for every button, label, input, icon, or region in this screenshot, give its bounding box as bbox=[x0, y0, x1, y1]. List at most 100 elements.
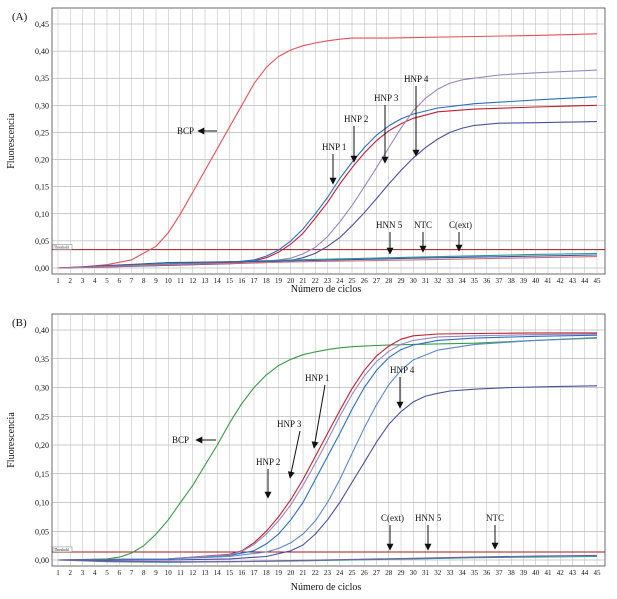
x-tick-label: 35 bbox=[471, 569, 479, 577]
y-tick-label: 0,35 bbox=[35, 355, 49, 364]
annotation-arrow bbox=[287, 430, 301, 479]
y-axis-label-a: Fluorescencia bbox=[6, 113, 17, 169]
x-tick-label: 44 bbox=[581, 277, 589, 285]
x-axis-label-a: Número de ciclos bbox=[291, 284, 362, 295]
x-tick-label: 39 bbox=[520, 569, 528, 577]
plot-frame-b bbox=[51, 313, 606, 567]
series-line-hnp-3 bbox=[57, 333, 598, 561]
x-tick-label: 15 bbox=[226, 569, 234, 577]
series-group-b bbox=[57, 332, 598, 563]
y-tick-label: 0,10 bbox=[35, 210, 49, 219]
series-line-ntc bbox=[57, 254, 598, 269]
x-tick-label: 43 bbox=[569, 569, 577, 577]
x-tick-label: 40 bbox=[532, 277, 540, 285]
annotation-label: NTC bbox=[486, 513, 504, 523]
panel-label-a: (A) bbox=[12, 11, 28, 23]
x-tick-label: 26 bbox=[361, 277, 369, 285]
y-axis-label-b: Fluorescencia bbox=[6, 412, 17, 468]
x-tick-labels-a: 1 2 3 4 5 6 7 8 9 10 11 12 13 14 15 16 17 18 19 20 21 22 23 24 2… bbox=[56, 277, 601, 285]
panel-b: (B) 0,00 0,05 0,10 0,15 0,20 0,25 0,30 0,35 0,40… bbox=[6, 313, 606, 593]
x-tick-label: 37 bbox=[496, 569, 504, 577]
annotation-hnn5-b: HNN 5 bbox=[415, 513, 442, 551]
x-tick-label: 34 bbox=[459, 277, 467, 285]
plot-frame-a bbox=[51, 7, 606, 275]
x-tick-label: 25 bbox=[349, 277, 357, 285]
x-tick-label: 9 bbox=[154, 569, 158, 577]
x-tick-label: 36 bbox=[483, 277, 491, 285]
annotation-bcp-b: BCP bbox=[172, 435, 216, 445]
x-tick-label: 35 bbox=[471, 277, 479, 285]
x-tick-label: 1 bbox=[56, 569, 60, 577]
annotation-ntc-b: NTC bbox=[486, 513, 504, 550]
series-line-c-ext bbox=[57, 336, 598, 561]
y-tick-label: 0,20 bbox=[35, 156, 49, 165]
x-tick-label: 4 bbox=[93, 277, 97, 285]
annotation-label: HNP 4 bbox=[404, 74, 429, 84]
series-line-hnn-5 bbox=[57, 252, 598, 269]
y-tick-label: 0,05 bbox=[35, 527, 49, 536]
series-line-bcp bbox=[57, 33, 598, 269]
x-axis-label-b: Número de ciclos bbox=[291, 582, 362, 593]
x-tick-label: 38 bbox=[508, 569, 516, 577]
threshold-tag bbox=[52, 546, 73, 553]
x-tick-label: 3 bbox=[81, 569, 85, 577]
x-tick-label: 41 bbox=[545, 277, 553, 285]
x-tick-label: 6 bbox=[118, 277, 122, 285]
annotation-label: BCP bbox=[177, 126, 194, 136]
x-tick-label: 40 bbox=[532, 569, 540, 577]
annotation-label: HNP 1 bbox=[305, 373, 329, 383]
y-tick-label: 0,30 bbox=[35, 384, 49, 393]
threshold-b: Threshold bbox=[52, 546, 605, 553]
x-tick-label: 20 bbox=[287, 569, 295, 577]
x-tick-label: 44 bbox=[581, 569, 589, 577]
x-tick-label: 3 bbox=[81, 277, 85, 285]
x-tick-label: 7 bbox=[130, 569, 134, 577]
y-tick-label: 0,40 bbox=[35, 47, 49, 56]
annotation-label: HNP 2 bbox=[256, 457, 280, 467]
x-tick-label: 24 bbox=[336, 569, 344, 577]
series-line-hnp-4 bbox=[58, 385, 598, 561]
x-tick-label: 13 bbox=[202, 277, 210, 285]
x-tick-label: 38 bbox=[508, 277, 516, 285]
threshold-a: Threshold bbox=[52, 244, 605, 251]
x-tick-label: 4 bbox=[93, 569, 97, 577]
x-tick-label: 6 bbox=[118, 569, 122, 577]
annotation-label: HNP 3 bbox=[277, 419, 302, 429]
x-tick-label: 23 bbox=[324, 569, 332, 577]
y-tick-labels-a: 0,00 0,05 0,10 0,15 0,20 0,25 0,30 0,35 0,40 0,45 bbox=[35, 20, 49, 273]
annotation-hnp2-a: HNP 2 bbox=[344, 114, 368, 163]
x-tick-label: 42 bbox=[557, 569, 565, 577]
y-tick-label: 0,35 bbox=[35, 74, 49, 83]
annotation-label: HNN 5 bbox=[376, 220, 403, 230]
x-tick-labels-b: 1 2 3 4 5 6 7 8 9 10 11 12 13 14 15 16 17 18 19 20 21 22 23 24 2… bbox=[56, 569, 601, 577]
x-tick-label: 8 bbox=[142, 569, 146, 577]
x-tick-label: 32 bbox=[434, 569, 442, 577]
x-tick-label: 18 bbox=[263, 569, 271, 577]
x-tick-label: 12 bbox=[189, 569, 197, 577]
annotation-label: HNP 2 bbox=[344, 114, 368, 124]
annotation-label: HNP 4 bbox=[390, 365, 415, 375]
x-tick-label: 5 bbox=[105, 277, 109, 285]
x-tick-label: 27 bbox=[373, 277, 381, 285]
x-tick-label: 30 bbox=[410, 277, 418, 285]
x-tick-label: 37 bbox=[496, 277, 504, 285]
annotation-hnn5-a: HNN 5 bbox=[376, 220, 403, 255]
x-tick-label: 41 bbox=[545, 569, 553, 577]
x-tick-label: 43 bbox=[569, 277, 577, 285]
annotation-label: NTC bbox=[414, 220, 432, 230]
y-tick-label: 0,20 bbox=[35, 441, 49, 450]
x-tick-label: 9 bbox=[154, 277, 158, 285]
annotation-arrow bbox=[311, 384, 326, 449]
x-tick-label: 12 bbox=[189, 277, 197, 285]
x-tick-label: 23 bbox=[324, 277, 332, 285]
x-tick-label: 45 bbox=[594, 569, 602, 577]
y-tick-label: 0,40 bbox=[35, 326, 49, 335]
x-tick-label: 2 bbox=[69, 569, 73, 577]
y-tick-label: 0,15 bbox=[35, 470, 49, 479]
y-tick-label: 0,30 bbox=[35, 101, 49, 110]
annotation-hnp3-b: HNP 3 bbox=[277, 419, 302, 479]
x-tick-label: 2 bbox=[69, 277, 73, 285]
annotation-cext-a: C(ext) bbox=[449, 220, 472, 252]
x-tick-label: 33 bbox=[447, 277, 455, 285]
